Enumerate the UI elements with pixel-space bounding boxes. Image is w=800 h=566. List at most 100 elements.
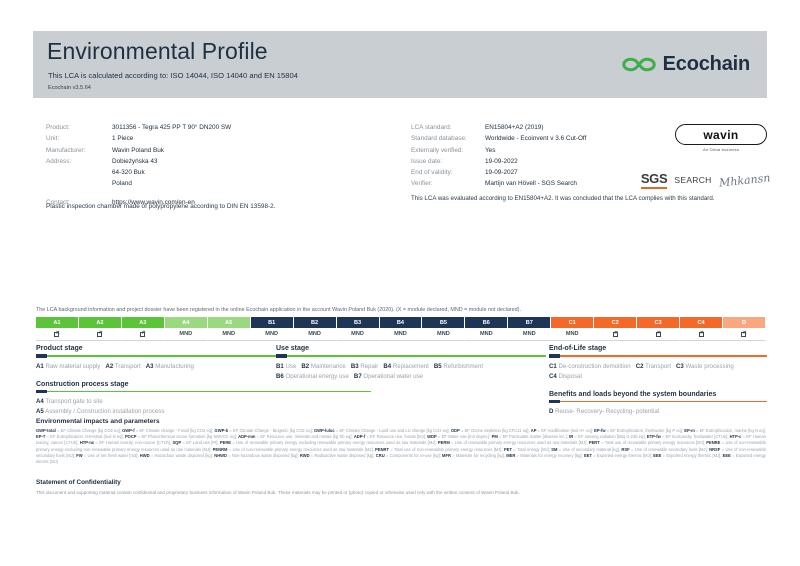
sgs-search-word: SEARCH xyxy=(674,175,712,185)
stage-code-a4: A4 xyxy=(164,317,208,328)
orange-rule xyxy=(549,354,767,358)
sgs-verification-logo: SGS SEARCH Mhkansn xyxy=(640,170,771,190)
stage-value-a2: ✕ xyxy=(78,328,122,341)
stage-code-b1: B1 xyxy=(250,317,294,328)
stage-value-d: ✕ xyxy=(723,328,766,341)
stage-column-b6: B6 MND xyxy=(465,317,509,341)
product-stage-title: Product stage xyxy=(36,345,83,352)
stage-column-b2: B2 MND xyxy=(293,317,337,341)
spacer xyxy=(549,382,767,391)
use-stage-line-1: B1 Use B2 Maintenance B3 Repair B4 Repla… xyxy=(276,362,484,370)
meta-label: End of validity: xyxy=(411,169,453,177)
lca-modules-table: A1 ✕ A2 ✕ A3 ✕ A4 MND A5 MND B1 MND B2 MND B3 MND B4 MND B… xyxy=(36,317,766,341)
product-metadata-left: Product: 3011356 - Tegra 425 PP T 90° DN… xyxy=(46,122,396,208)
benefits-title: Benefits and loads beyond the system bou… xyxy=(549,390,717,398)
product-stage-items: A1 Raw material supply A2 Transport A3 M… xyxy=(36,362,194,370)
meta-row: Address: Dobieżyńska 43 xyxy=(46,156,396,167)
meta-value-end-of-validity: 19-09-2027 xyxy=(485,169,518,177)
header-subtitle: This LCA is calculated according to: ISO… xyxy=(48,71,298,80)
meta-value-issue-date: 19-09-2022 xyxy=(485,157,518,165)
wavin-tagline: An Orbia business xyxy=(702,147,740,152)
stage-column-a3: A3 ✕ xyxy=(121,317,165,341)
stage-code-a1: A1 xyxy=(36,317,79,328)
stage-column-b7: B7 MND xyxy=(508,317,552,341)
stage-column-c3: C3 ✕ xyxy=(637,317,681,341)
ecochain-logo: Ecochain xyxy=(621,53,751,76)
green-rule xyxy=(276,354,546,358)
stage-column-d: D ✕ xyxy=(723,317,766,341)
construction-stage-line-2: A5 Assembly / Construction installation … xyxy=(36,408,165,416)
environmental-impacts-section: Environmental impacts and parameters GWP… xyxy=(36,418,766,465)
stage-value-b1: MND xyxy=(250,328,294,341)
wavin-logo: wavin An Orbia business xyxy=(675,124,767,152)
stage-legend-left: Product stage A1 Raw material supply A2 … xyxy=(36,345,371,417)
meta-row: Issue date: 19-09-2022 xyxy=(411,156,741,167)
stage-code-b6: B6 xyxy=(465,317,509,328)
meta-value-address-street: Dobieżyńska 43 xyxy=(112,157,158,165)
meta-row: LCA standard: EN15804+A2 (2019) xyxy=(411,122,741,133)
meta-label: Standard database: xyxy=(411,135,467,143)
stage-value-b4: MND xyxy=(379,328,423,341)
meta-label: Unit: xyxy=(46,135,60,143)
stage-value-b2: MND xyxy=(293,328,337,341)
stage-value-b6: MND xyxy=(465,328,509,341)
stage-value-a5: MND xyxy=(207,328,251,341)
stage-value-c2: ✕ xyxy=(594,328,638,341)
stage-code-a2: A2 xyxy=(78,317,122,328)
stage-value-c4: ✕ xyxy=(680,328,723,341)
meta-row: End of validity: 19-09-2027 xyxy=(411,167,741,178)
meta-row: Unit: 1 Piece xyxy=(46,133,396,144)
registration-note: The LCA background information and proje… xyxy=(36,307,521,313)
meta-value-externally-verified: Yes xyxy=(485,146,496,154)
meta-row: Standard database: Worldwide - Ecoinvent… xyxy=(411,133,741,144)
meta-row: Manufacturer: Wavin Poland Buk xyxy=(46,145,396,156)
wavin-wordmark: wavin xyxy=(675,124,767,145)
meta-value-unit: 1 Piece xyxy=(112,135,134,143)
stage-code-d: D xyxy=(723,317,766,328)
orange-rule xyxy=(549,399,767,403)
stage-code-b3: B3 xyxy=(336,317,380,328)
stage-column-c2: C2 ✕ xyxy=(594,317,638,341)
contact-link[interactable]: https://www.wavin.com/en-en xyxy=(112,198,195,206)
green-rule xyxy=(36,354,371,358)
stage-value-c3: ✕ xyxy=(637,328,681,341)
infinity-icon xyxy=(621,57,656,72)
confidentiality-body: This document and supporting material co… xyxy=(36,490,520,495)
meta-label: Address: xyxy=(46,157,72,165)
meta-label: Issue date: xyxy=(411,157,443,165)
meta-value-address-city: 64-320 Buk xyxy=(112,169,145,177)
stage-code-c3: C3 xyxy=(637,317,681,328)
stage-column-b5: B5 MND xyxy=(422,317,466,341)
stage-column-a4: A4 MND xyxy=(164,317,208,341)
green-rule xyxy=(36,389,371,393)
meta-label: Externally verified: xyxy=(411,146,464,154)
stage-column-a1: A1 ✕ xyxy=(36,317,79,341)
page-title: Environmental Profile xyxy=(47,38,268,64)
meta-value-lca-standard: EN15804+A2 (2019) xyxy=(485,124,544,131)
product-metadata-right: LCA standard: EN15804+A2 (2019) Standard… xyxy=(411,122,741,190)
verifier-signature: Mhkansn xyxy=(718,170,771,190)
stage-column-a5: A5 MND xyxy=(207,317,251,341)
meta-row: Poland xyxy=(46,178,396,189)
meta-label: LCA standard: xyxy=(411,124,452,131)
meta-label: Product: xyxy=(46,124,70,131)
meta-value-address-country: Poland xyxy=(112,180,132,188)
meta-label xyxy=(46,167,112,178)
abbreviations-title: Environmental impacts and parameters xyxy=(36,418,160,425)
eol-stage-line-1: C1 De-construction demolition C2 Transpo… xyxy=(549,362,734,370)
eol-stage-title: End-of-Life stage xyxy=(549,345,607,352)
stage-code-b5: B5 xyxy=(422,317,466,328)
meta-value-manufacturer: Wavin Poland Buk xyxy=(112,146,164,154)
stage-code-c4: C4 xyxy=(680,317,723,328)
stage-code-c1: C1 xyxy=(551,317,595,328)
verification-statement-note: This LCA was evaluated according to EN15… xyxy=(411,195,715,202)
eol-stage-line-2: C4 Disposal xyxy=(549,372,582,380)
stage-code-b7: B7 xyxy=(508,317,552,328)
stage-column-b3: B3 MND xyxy=(336,317,380,341)
meta-label: Verifier: xyxy=(411,180,433,188)
ecochain-wordmark: Ecochain xyxy=(662,53,751,75)
stage-code-a3: A3 xyxy=(121,317,165,328)
construction-stage-line-1: A4 Transport gate to site xyxy=(36,398,103,406)
stage-value-a1: ✕ xyxy=(36,328,79,341)
